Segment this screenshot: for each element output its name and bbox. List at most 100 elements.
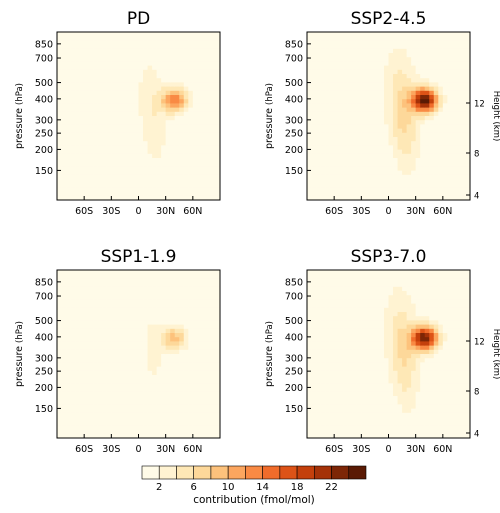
heatmap-cell: [80, 287, 85, 292]
heatmap-cell: [402, 40, 407, 45]
heatmap-cell: [357, 413, 362, 418]
heatmap-cell: [197, 270, 202, 275]
heatmap-cell: [197, 192, 202, 197]
heatmap-cell: [143, 179, 148, 184]
heatmap-cell: [443, 61, 448, 66]
heatmap-cell: [175, 95, 180, 100]
heatmap-cell: [157, 120, 162, 125]
heatmap-cell: [461, 162, 466, 167]
heatmap-cell: [197, 78, 202, 83]
heatmap-cell: [357, 367, 362, 372]
heatmap-cell: [361, 103, 366, 108]
heatmap-cell: [148, 283, 153, 288]
heatmap-cell: [89, 150, 94, 155]
heatmap-cell: [339, 99, 344, 104]
heatmap-cell: [71, 133, 76, 138]
heatmap-cell: [393, 45, 398, 50]
heatmap-cell: [411, 99, 416, 104]
heatmap-cell: [307, 337, 312, 342]
heatmap-cell: [361, 417, 366, 422]
heatmap-cell: [429, 40, 434, 45]
heatmap-cell: [357, 40, 362, 45]
heatmap-cell: [352, 383, 357, 388]
heatmap-cell: [343, 61, 348, 66]
heatmap-cell: [193, 112, 198, 117]
heatmap-cell: [134, 137, 139, 142]
heatmap-cell: [175, 99, 180, 104]
heatmap-cell: [116, 154, 121, 159]
heatmap-cell: [75, 175, 80, 180]
heatmap-cell: [389, 150, 394, 155]
heatmap-cell: [84, 392, 89, 397]
heatmap-cell: [116, 137, 121, 142]
heatmap-cell: [452, 137, 457, 142]
heatmap-cell: [125, 430, 130, 435]
heatmap-cell: [370, 171, 375, 176]
heatmap-cell: [188, 175, 193, 180]
heatmap-cell: [434, 70, 439, 75]
heatmap-cell: [193, 70, 198, 75]
heatmap-cell: [175, 171, 180, 176]
heatmap-cell: [352, 120, 357, 125]
heatmap-cell: [84, 45, 89, 50]
heatmap-cell: [71, 162, 76, 167]
heatmap-cell: [175, 304, 180, 309]
heatmap-cell: [348, 61, 353, 66]
heatmap-cell: [366, 87, 371, 92]
heatmap-cell: [66, 32, 71, 37]
heatmap-cell: [57, 141, 62, 146]
x-tick-label: 60N: [183, 206, 202, 217]
heatmap-cell: [193, 304, 198, 309]
heatmap-cell: [447, 40, 452, 45]
y2-tick-label: 8: [474, 150, 479, 160]
heatmap-cell: [179, 99, 184, 104]
heatmap-cell: [111, 417, 116, 422]
heatmap-cell: [102, 87, 107, 92]
heatmap-cell: [75, 291, 80, 296]
heatmap-cell: [357, 316, 362, 321]
heatmap-cell: [411, 166, 416, 171]
heatmap-cell: [343, 137, 348, 142]
heatmap-cell: [175, 270, 180, 275]
heatmap-cell: [193, 53, 198, 58]
heatmap-cell: [325, 40, 330, 45]
heatmap-cell: [312, 95, 317, 100]
heatmap-cell: [184, 124, 189, 129]
heatmap-cell: [402, 129, 407, 134]
heatmap-cell: [139, 145, 144, 150]
heatmap-cell: [407, 95, 412, 100]
heatmap-cell: [321, 154, 326, 159]
heatmap-cell: [402, 45, 407, 50]
heatmap-cell: [125, 308, 130, 313]
heatmap-cell: [157, 40, 162, 45]
heatmap-cell: [357, 400, 362, 405]
heatmap-cell: [139, 103, 144, 108]
heatmap-cell: [93, 179, 98, 184]
heatmap-cell: [157, 354, 162, 359]
heatmap-cell: [420, 112, 425, 117]
heatmap-cell: [188, 49, 193, 54]
heatmap-cell: [366, 283, 371, 288]
heatmap-cell: [197, 392, 202, 397]
heatmap-cell: [193, 350, 198, 355]
heatmap-cell: [429, 95, 434, 100]
heatmap-cell: [188, 78, 193, 83]
heatmap-cell: [107, 78, 112, 83]
heatmap-cell: [339, 158, 344, 163]
heatmap-cell: [143, 112, 148, 117]
heatmap-cell: [179, 45, 184, 50]
heatmap-cell: [120, 383, 125, 388]
heatmap-cell: [352, 95, 357, 100]
heatmap-cell: [120, 291, 125, 296]
heatmap-cell: [321, 120, 326, 125]
heatmap-cell: [348, 396, 353, 401]
heatmap-cell: [134, 354, 139, 359]
heatmap-cell: [321, 124, 326, 129]
heatmap-cell: [361, 396, 366, 401]
heatmap-cell: [334, 383, 339, 388]
heatmap-cell: [170, 358, 175, 363]
heatmap-cell: [120, 379, 125, 384]
heatmap-cell: [161, 158, 166, 163]
heatmap-cell: [111, 133, 116, 138]
heatmap-cell: [89, 287, 94, 292]
